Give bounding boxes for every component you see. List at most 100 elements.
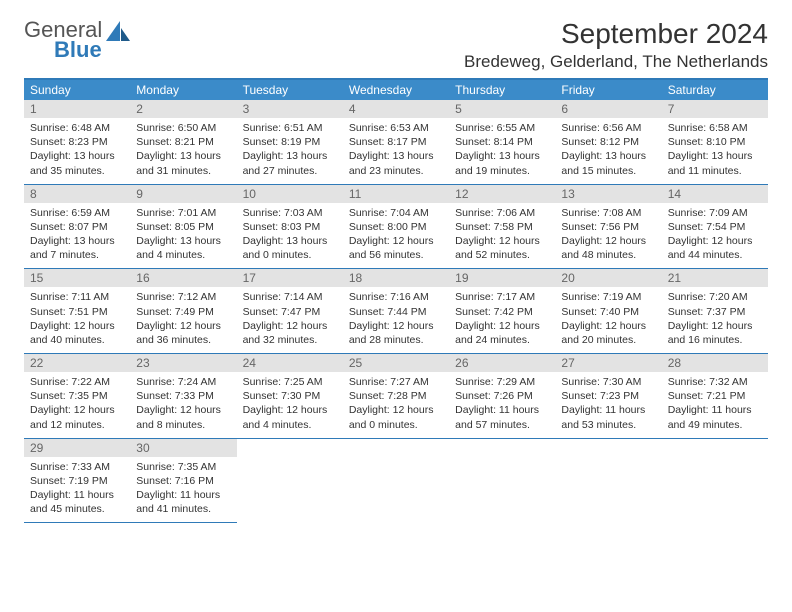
day-number: 29 (24, 439, 130, 457)
title-block: September 2024 Bredeweg, Gelderland, The… (464, 18, 768, 72)
daylight-line: Daylight: 13 hours (130, 149, 236, 163)
daylight-line: Daylight: 12 hours (343, 319, 449, 333)
sunrise-line: Sunrise: 7:17 AM (449, 290, 555, 304)
day-number: 10 (237, 185, 343, 203)
daylight-line: and 36 minutes. (130, 333, 236, 347)
day-cell: 28Sunrise: 7:32 AMSunset: 7:21 PMDayligh… (662, 354, 768, 439)
day-cell: 11Sunrise: 7:04 AMSunset: 8:00 PMDayligh… (343, 185, 449, 270)
day-cell: 13Sunrise: 7:08 AMSunset: 7:56 PMDayligh… (555, 185, 661, 270)
daylight-line: and 56 minutes. (343, 248, 449, 262)
sunset-line: Sunset: 8:23 PM (24, 135, 130, 149)
daylight-line: and 4 minutes. (130, 248, 236, 262)
daylight-line: and 7 minutes. (24, 248, 130, 262)
day-cell: 25Sunrise: 7:27 AMSunset: 7:28 PMDayligh… (343, 354, 449, 439)
sunset-line: Sunset: 7:35 PM (24, 389, 130, 403)
sunset-line: Sunset: 7:19 PM (24, 474, 130, 488)
day-cell: 6Sunrise: 6:56 AMSunset: 8:12 PMDaylight… (555, 100, 661, 185)
sunrise-line: Sunrise: 6:50 AM (130, 121, 236, 135)
day-number: 12 (449, 185, 555, 203)
day-cell: 5Sunrise: 6:55 AMSunset: 8:14 PMDaylight… (449, 100, 555, 185)
sunset-line: Sunset: 7:54 PM (662, 220, 768, 234)
day-number: 22 (24, 354, 130, 372)
sunrise-line: Sunrise: 7:04 AM (343, 206, 449, 220)
day-number: 14 (662, 185, 768, 203)
daylight-line: Daylight: 12 hours (343, 234, 449, 248)
day-number: 15 (24, 269, 130, 287)
daylight-line: Daylight: 11 hours (449, 403, 555, 417)
week-row: 8Sunrise: 6:59 AMSunset: 8:07 PMDaylight… (24, 185, 768, 270)
day-number: 9 (130, 185, 236, 203)
sunrise-line: Sunrise: 7:30 AM (555, 375, 661, 389)
daylight-line: and 28 minutes. (343, 333, 449, 347)
daylight-line: and 27 minutes. (237, 164, 343, 178)
header: General Blue September 2024 Bredeweg, Ge… (24, 18, 768, 72)
day-cell: 2 Sunrise: 6:50 AMSunset: 8:21 PMDaylight… (130, 100, 236, 185)
day-number: 19 (449, 269, 555, 287)
sunrise-line: Sunrise: 7:33 AM (24, 460, 130, 474)
daylight-line: and 4 minutes. (237, 418, 343, 432)
day-cell: 12Sunrise: 7:06 AMSunset: 7:58 PMDayligh… (449, 185, 555, 270)
daylight-line: and 57 minutes. (449, 418, 555, 432)
sunrise-line: Sunrise: 7:12 AM (130, 290, 236, 304)
empty-cell (237, 439, 343, 524)
daylight-line: and 0 minutes. (237, 248, 343, 262)
day-cell: 1Sunrise: 6:48 AMSunset: 8:23 PMDaylight… (24, 100, 130, 185)
daylight-line: Daylight: 12 hours (343, 403, 449, 417)
sunrise-line: Sunrise: 7:24 AM (130, 375, 236, 389)
day-cell: 3Sunrise: 6:51 AMSunset: 8:19 PMDaylight… (237, 100, 343, 185)
empty-cell (449, 439, 555, 524)
sunset-line: Sunset: 7:33 PM (130, 389, 236, 403)
sunrise-line: Sunrise: 6:53 AM (343, 121, 449, 135)
day-cell: 23Sunrise: 7:24 AMSunset: 7:33 PMDayligh… (130, 354, 236, 439)
logo: General Blue (24, 18, 132, 61)
daylight-line: Daylight: 13 hours (449, 149, 555, 163)
day-number: 26 (449, 354, 555, 372)
sunrise-line: Sunrise: 7:03 AM (237, 206, 343, 220)
sunrise-line: Sunrise: 6:48 AM (24, 121, 130, 135)
day-number: 13 (555, 185, 661, 203)
weekday-sat: Saturday (662, 80, 768, 100)
sunrise-line: Sunrise: 7:25 AM (237, 375, 343, 389)
sunrise-line: Sunrise: 6:51 AM (237, 121, 343, 135)
weekday-wed: Wednesday (343, 80, 449, 100)
daylight-line: and 20 minutes. (555, 333, 661, 347)
daylight-line: and 35 minutes. (24, 164, 130, 178)
day-cell: 14Sunrise: 7:09 AMSunset: 7:54 PMDayligh… (662, 185, 768, 270)
sunset-line: Sunset: 7:16 PM (130, 474, 236, 488)
sunset-line: Sunset: 8:12 PM (555, 135, 661, 149)
day-number: 8 (24, 185, 130, 203)
sunset-line: Sunset: 7:49 PM (130, 305, 236, 319)
day-number: 2 (130, 100, 236, 118)
daylight-line: Daylight: 11 hours (662, 403, 768, 417)
sunrise-line: Sunrise: 7:32 AM (662, 375, 768, 389)
day-number: 20 (555, 269, 661, 287)
day-cell: 26Sunrise: 7:29 AMSunset: 7:26 PMDayligh… (449, 354, 555, 439)
sunrise-line: Sunrise: 7:01 AM (130, 206, 236, 220)
day-cell: 16Sunrise: 7:12 AMSunset: 7:49 PMDayligh… (130, 269, 236, 354)
daylight-line: and 0 minutes. (343, 418, 449, 432)
sunset-line: Sunset: 8:21 PM (130, 135, 236, 149)
empty-cell (343, 439, 449, 524)
weekday-thu: Thursday (449, 80, 555, 100)
daylight-line: Daylight: 13 hours (24, 149, 130, 163)
day-cell: 18Sunrise: 7:16 AMSunset: 7:44 PMDayligh… (343, 269, 449, 354)
daylight-line: Daylight: 12 hours (237, 319, 343, 333)
day-number: 17 (237, 269, 343, 287)
day-cell: 19Sunrise: 7:17 AMSunset: 7:42 PMDayligh… (449, 269, 555, 354)
daylight-line: Daylight: 13 hours (237, 149, 343, 163)
day-cell: 21Sunrise: 7:20 AMSunset: 7:37 PMDayligh… (662, 269, 768, 354)
sunset-line: Sunset: 7:30 PM (237, 389, 343, 403)
day-cell: 8Sunrise: 6:59 AMSunset: 8:07 PMDaylight… (24, 185, 130, 270)
daylight-line: Daylight: 12 hours (24, 403, 130, 417)
week-row: 15Sunrise: 7:11 AMSunset: 7:51 PMDayligh… (24, 269, 768, 354)
sunset-line: Sunset: 8:19 PM (237, 135, 343, 149)
daylight-line: Daylight: 13 hours (130, 234, 236, 248)
daylight-line: Daylight: 11 hours (24, 488, 130, 502)
weeks: 1Sunrise: 6:48 AMSunset: 8:23 PMDaylight… (24, 100, 768, 523)
day-cell: 10Sunrise: 7:03 AMSunset: 8:03 PMDayligh… (237, 185, 343, 270)
daylight-line: and 53 minutes. (555, 418, 661, 432)
day-number: 23 (130, 354, 236, 372)
week-row: 1Sunrise: 6:48 AMSunset: 8:23 PMDaylight… (24, 100, 768, 185)
daylight-line: and 41 minutes. (130, 502, 236, 516)
daylight-line: and 49 minutes. (662, 418, 768, 432)
